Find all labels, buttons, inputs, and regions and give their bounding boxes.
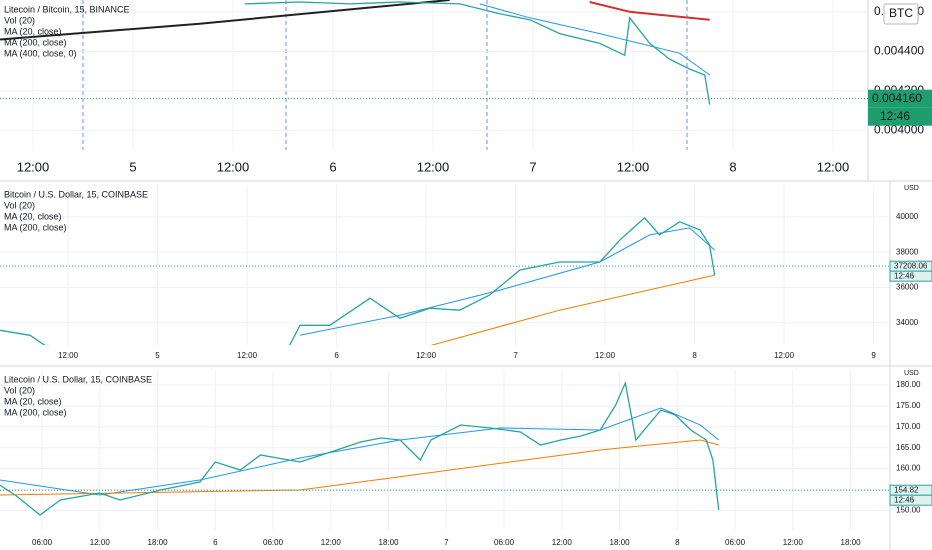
x-tick-label: 12:00 bbox=[17, 159, 50, 174]
x-tick-label: 8 bbox=[729, 159, 736, 174]
x-tick-label: 12:00 bbox=[416, 351, 437, 360]
y-tick-label: 0.004000 bbox=[874, 122, 924, 136]
price-line bbox=[244, 1, 711, 105]
x-tick-label: 18:00 bbox=[610, 538, 631, 547]
legend-entry: Vol (20) bbox=[4, 385, 35, 395]
x-tick-label: 5 bbox=[129, 159, 136, 174]
currency-label: USD bbox=[904, 370, 919, 377]
countdown-box bbox=[889, 494, 932, 506]
x-tick-label: 9 bbox=[871, 351, 876, 360]
chart-title: Litecoin / Bitcoin, 15, BINANCE bbox=[4, 4, 130, 14]
x-tick-label: 12:00 bbox=[417, 159, 450, 174]
currency-box bbox=[883, 3, 919, 25]
x-tick-label: 06:00 bbox=[494, 538, 515, 547]
ma-line bbox=[0, 407, 720, 496]
x-tick-label: 8 bbox=[675, 538, 680, 547]
y-tick-label: 160.00 bbox=[896, 464, 921, 473]
countdown-box bbox=[889, 270, 932, 282]
y-tick-label: 165.00 bbox=[896, 443, 921, 452]
last-price-label: 37208.06 bbox=[894, 261, 928, 270]
price-line bbox=[0, 380, 720, 516]
x-tick-label: 12:00 bbox=[237, 351, 258, 360]
plot-area bbox=[0, 185, 890, 345]
plot-area bbox=[0, 370, 890, 530]
countdown-box bbox=[868, 107, 932, 126]
x-tick-label: 6 bbox=[329, 159, 336, 174]
legend-entry: MA (20, close) bbox=[4, 26, 62, 36]
last-price-box bbox=[868, 89, 932, 108]
x-tick-label: 7 bbox=[513, 351, 518, 360]
x-tick-label: 18:00 bbox=[379, 538, 400, 547]
x-tick-label: 12:00 bbox=[617, 159, 650, 174]
y-tick-label: 180.00 bbox=[896, 380, 921, 389]
x-tick-label: 12:00 bbox=[321, 538, 342, 547]
plot-area bbox=[0, 0, 868, 150]
legend-entry: MA (400, close, 0) bbox=[4, 48, 77, 58]
ma-line bbox=[479, 3, 710, 76]
x-tick-label: 06:00 bbox=[263, 538, 284, 547]
last-price-label: 154.82 bbox=[894, 485, 919, 494]
y-tick-label: 170.00 bbox=[896, 422, 921, 431]
legend-entry: MA (200, close) bbox=[4, 407, 67, 417]
ma-line bbox=[299, 227, 716, 336]
x-tick-label: 18:00 bbox=[148, 538, 169, 547]
legend-entry: MA (20, close) bbox=[4, 396, 62, 406]
price-line bbox=[0, 216, 716, 345]
y-tick-label: 150.00 bbox=[896, 505, 921, 514]
legend-entry: MA (20, close) bbox=[4, 211, 62, 221]
x-tick-label: 5 bbox=[155, 351, 160, 360]
y-tick-label: 36000 bbox=[896, 283, 919, 292]
countdown-label: 12:46 bbox=[894, 271, 915, 280]
y-tick-label: 38000 bbox=[896, 247, 919, 256]
legend-entry: Vol (20) bbox=[4, 15, 35, 25]
x-tick-label: 12:00 bbox=[595, 351, 616, 360]
legend-entry: Vol (20) bbox=[4, 200, 35, 210]
y-tick-label: 175.00 bbox=[896, 401, 921, 410]
x-tick-label: 06:00 bbox=[725, 538, 746, 547]
x-tick-label: 8 bbox=[692, 351, 697, 360]
currency-label: USD bbox=[904, 185, 919, 192]
ma-line bbox=[0, 0, 450, 41]
countdown-label: 12:46 bbox=[880, 109, 910, 123]
ma-line bbox=[430, 274, 715, 345]
y-tick-label: 34000 bbox=[896, 318, 919, 327]
chart-title: Bitcoin / U.S. Dollar, 15, COINBASE bbox=[4, 189, 148, 199]
x-tick-label: 06:00 bbox=[32, 538, 53, 547]
x-tick-label: 7 bbox=[529, 159, 536, 174]
x-tick-label: 6 bbox=[334, 351, 339, 360]
legend-entry: MA (200, close) bbox=[4, 37, 67, 47]
x-tick-label: 12:00 bbox=[783, 538, 804, 547]
x-tick-label: 12:00 bbox=[817, 159, 850, 174]
ma-line bbox=[589, 1, 710, 21]
y-tick-label: 0.004400 bbox=[874, 43, 924, 57]
last-price-label: 0.004160 bbox=[872, 91, 922, 105]
x-tick-label: 12:00 bbox=[774, 351, 795, 360]
x-tick-label: 12:00 bbox=[552, 538, 573, 547]
currency-label: BTC bbox=[889, 6, 913, 20]
x-tick-label: 12:00 bbox=[58, 351, 79, 360]
legend-entry: MA (200, close) bbox=[4, 222, 67, 232]
session-lines bbox=[82, 0, 688, 150]
x-tick-label: 6 bbox=[213, 538, 218, 547]
x-tick-label: 12:00 bbox=[90, 538, 111, 547]
chart-title: Litecoin / U.S. Dollar, 15, COINBASE bbox=[4, 374, 152, 384]
countdown-label: 12:46 bbox=[894, 495, 915, 504]
y-tick-label: 40000 bbox=[896, 212, 919, 221]
x-tick-label: 12:00 bbox=[217, 159, 250, 174]
x-tick-label: 7 bbox=[444, 538, 449, 547]
x-tick-label: 18:00 bbox=[841, 538, 862, 547]
ma-line bbox=[0, 439, 719, 496]
